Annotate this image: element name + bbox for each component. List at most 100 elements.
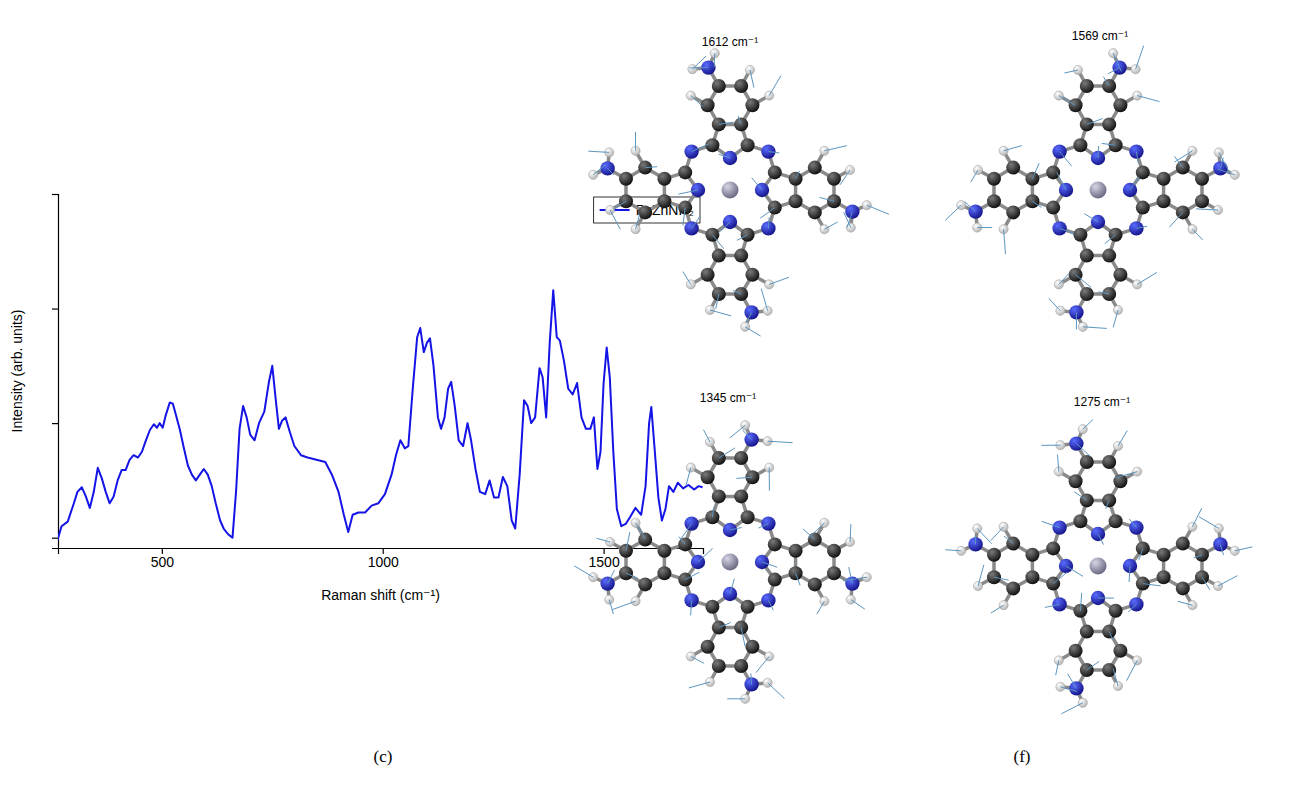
atom-c: [734, 79, 748, 93]
vector: [730, 579, 734, 594]
vector: [689, 67, 708, 68]
atom-c: [701, 640, 715, 654]
x-axis-title: Raman shift (cm⁻¹): [321, 587, 440, 603]
vector: [683, 272, 691, 285]
atom-c: [734, 659, 748, 673]
axis-line: [52, 195, 59, 549]
vector: [691, 96, 704, 107]
vector: [686, 468, 691, 486]
vector: [1136, 226, 1147, 228]
mode-label: 1275 cm⁻¹: [1074, 395, 1130, 409]
vector: [1083, 420, 1093, 430]
vector: [1042, 521, 1060, 527]
atom-n: [1069, 681, 1083, 695]
atoms: [589, 49, 872, 332]
vector: [609, 600, 613, 614]
tick: 1000: [368, 548, 399, 570]
vector: [719, 622, 731, 627]
vector: [991, 605, 1004, 613]
atom-c: [827, 172, 841, 186]
vector: [1194, 555, 1202, 558]
atom-c: [1080, 249, 1094, 263]
vector: [1178, 601, 1192, 605]
atom-c: [827, 566, 841, 580]
atom-c: [701, 268, 715, 282]
atom-c: [1157, 172, 1171, 186]
atom-c: [638, 205, 652, 219]
vector: [849, 567, 853, 584]
vector: [1076, 444, 1090, 457]
vector: [710, 310, 731, 316]
atom-c: [1109, 604, 1123, 618]
vector: [712, 235, 723, 249]
vector: [626, 532, 630, 551]
atom-c: [1080, 455, 1094, 469]
vector: [1080, 593, 1081, 611]
vector: [719, 154, 730, 158]
vector: [737, 235, 748, 241]
vector: [738, 116, 741, 124]
molecule: [945, 420, 1252, 714]
atom-c: [1080, 287, 1094, 301]
vector: [1049, 298, 1061, 310]
atom-n: [744, 305, 758, 319]
atom-c: [1102, 249, 1116, 263]
vector: [1108, 68, 1119, 74]
atom-c: [1113, 644, 1127, 658]
vector: [691, 656, 704, 663]
vector: [716, 294, 719, 309]
vector: [1218, 169, 1235, 175]
atom-c: [712, 249, 726, 263]
vector: [608, 168, 614, 175]
vector: [692, 216, 701, 228]
vector: [1196, 209, 1218, 210]
vector: [1103, 77, 1109, 86]
vector: [588, 151, 609, 152]
vector: [745, 327, 760, 336]
displacement-vectors: [588, 53, 889, 336]
atom-c: [1073, 228, 1087, 242]
atom-h: [589, 573, 598, 582]
atom-zn: [722, 554, 739, 571]
atom-c: [1069, 98, 1083, 112]
panel-label: (c): [374, 747, 393, 766]
atom-c: [789, 194, 803, 208]
tick-label: 1500: [589, 554, 620, 570]
atom-c: [734, 489, 748, 503]
vector: [1136, 46, 1144, 70]
atom-c: [1176, 537, 1190, 551]
vector: [1074, 492, 1086, 501]
atom-c: [1102, 455, 1116, 469]
vector: [796, 573, 801, 585]
tick-mark: [52, 538, 58, 539]
y-axis: [52, 195, 59, 549]
molecule: [574, 421, 871, 704]
atom-c: [768, 573, 782, 587]
atom-c: [1006, 161, 1020, 175]
panel-label: (f): [1014, 747, 1031, 766]
tick-mark: [52, 194, 58, 195]
atom-c: [1109, 514, 1123, 528]
vector: [762, 562, 777, 567]
atom-c: [827, 544, 841, 558]
vector: [1076, 275, 1092, 288]
atom-c: [1157, 194, 1171, 208]
vector: [1137, 272, 1157, 284]
vector: [1087, 661, 1099, 670]
tick: 1500: [589, 548, 620, 570]
vector: [1102, 143, 1116, 145]
vector: [719, 122, 734, 124]
atom-n: [1052, 520, 1066, 534]
vector: [574, 566, 593, 577]
vector: [681, 524, 692, 540]
vector: [978, 565, 984, 586]
atom-c: [1176, 581, 1190, 595]
vector: [975, 535, 976, 544]
vector: [645, 166, 657, 168]
vector: [752, 178, 762, 190]
x-axis: 50010001500: [59, 548, 704, 570]
tick-label: 1000: [368, 554, 399, 570]
displacement-vectors: [945, 46, 1235, 330]
vector: [1032, 201, 1041, 207]
vector: [736, 477, 752, 478]
